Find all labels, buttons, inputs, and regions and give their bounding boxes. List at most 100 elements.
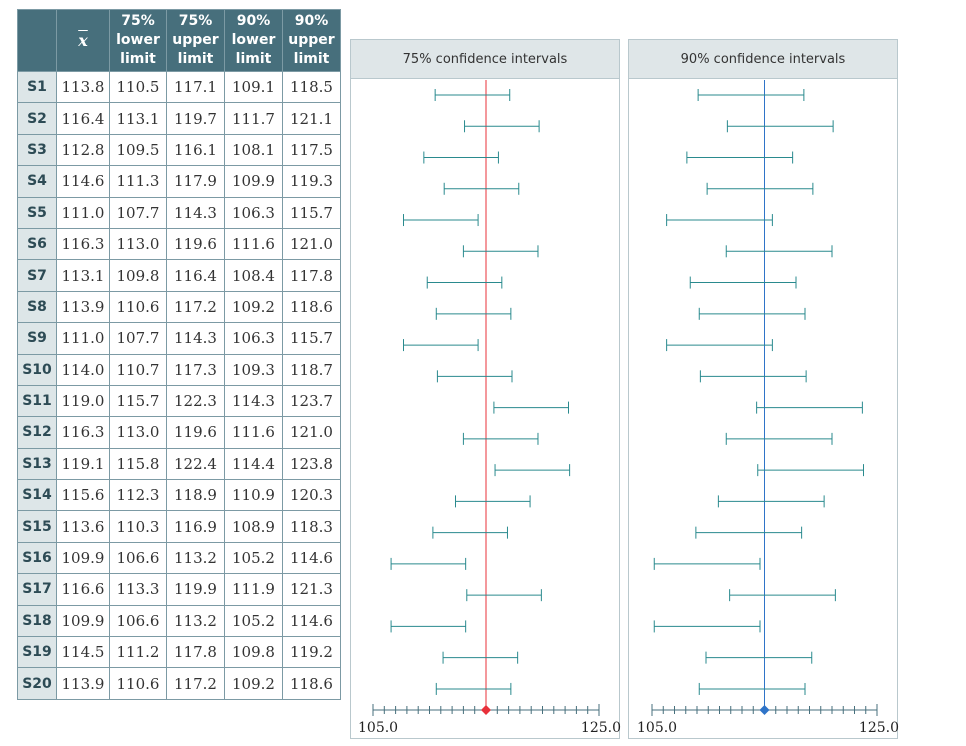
table-cell: 114.3 [166,322,225,355]
sample-label: S16 [17,541,57,575]
header-line: lower [116,32,160,48]
header-line: 90% [294,13,329,29]
table-cell: 113.9 [56,667,110,700]
sample-label: S15 [17,510,57,543]
sample-label: S10 [17,353,57,386]
table-cell: 116.9 [166,510,225,543]
table-cell: 122.4 [166,447,225,481]
sample-label: S6 [17,227,57,261]
table-cell: 113.8 [56,70,110,104]
panel-title: 90% confidence intervals [629,40,897,79]
table-cell: 109.2 [224,667,283,700]
sample-label: S4 [17,165,57,198]
table-row: S1 113.8 110.5 117.1 109.1 118.5 [17,70,341,104]
axis-max-label: 125.0 [581,720,621,736]
table-cell: 111.6 [224,227,283,261]
sample-label: S5 [17,196,57,229]
table-cell: 117.2 [166,667,225,700]
table-row: S19 114.5 111.2 117.8 109.8 119.2 [17,636,341,669]
table-cell: 121.3 [282,573,341,606]
sample-label: S20 [17,667,57,700]
table-cell: 114.4 [224,447,283,481]
panel-90: 90% confidence intervals [628,39,898,739]
table-cell: 108.4 [224,259,283,292]
table-cell: 118.9 [166,479,225,512]
table-cell: 113.2 [166,541,225,575]
table-row: S10 114.0 110.7 117.3 109.3 118.7 [17,353,341,386]
sample-label: S11 [17,384,57,418]
axis-min-label: 105.0 [358,720,398,736]
table-row: S16 109.9 106.6 113.2 105.2 114.6 [17,541,341,575]
mean-marker [481,705,491,715]
table-row: S3 112.8 109.5 116.1 108.1 117.5 [17,133,341,167]
data-table: x 75% lower limit 75% upper limit 90% lower limit… [17,9,341,700]
table-cell: 118.6 [282,290,341,324]
table-cell: 110.6 [109,667,167,700]
table-cell: 112.8 [56,133,110,167]
table-cell: 119.6 [166,416,225,449]
header-limit: 75% upper limit [166,9,225,72]
table-row: S14 115.6 112.3 118.9 110.9 120.3 [17,479,341,512]
table-row: S20 113.9 110.6 117.2 109.2 118.6 [17,667,341,700]
table-row: S4 114.6 111.3 117.9 109.9 119.3 [17,165,341,198]
table-cell: 109.8 [109,259,167,292]
header-line: upper [288,32,335,48]
table-cell: 123.8 [282,447,341,481]
table-cell: 106.6 [109,541,167,575]
table-cell: 110.3 [109,510,167,543]
table-cell: 116.6 [56,573,110,606]
sample-label: S2 [17,102,57,135]
table-cell: 115.7 [109,384,167,418]
table-cell: 111.0 [56,322,110,355]
table-cell: 112.3 [109,479,167,512]
table-row: S7 113.1 109.8 116.4 108.4 117.8 [17,259,341,292]
table-cell: 117.9 [166,165,225,198]
table-cell: 121.0 [282,416,341,449]
sample-label: S8 [17,290,57,324]
header-limit: 75% lower limit [109,9,167,72]
sample-label: S7 [17,259,57,292]
table-cell: 114.3 [224,384,283,418]
table-cell: 109.2 [224,290,283,324]
table-cell: 110.5 [109,70,167,104]
table-cell: 116.3 [56,416,110,449]
table-cell: 115.7 [282,196,341,229]
header-limit: 90% upper limit [282,9,341,72]
table-cell: 115.8 [109,447,167,481]
table-row: S8 113.9 110.6 117.2 109.2 118.6 [17,290,341,324]
header-line: upper [172,32,219,48]
table-cell: 114.5 [56,636,110,669]
table-cell: 113.6 [56,510,110,543]
table-cell: 121.1 [282,102,341,135]
panel-title: 75% confidence intervals [351,40,619,79]
table-cell: 113.1 [56,259,110,292]
table-cell: 105.2 [224,541,283,575]
table-row: S13 119.1 115.8 122.4 114.4 123.8 [17,447,341,481]
table-cell: 117.1 [166,70,225,104]
table-row: S9 111.0 107.7 114.3 106.3 115.7 [17,322,341,355]
panel-75: 75% confidence intervals [350,39,620,739]
axis-min-label: 105.0 [637,720,677,736]
table-cell: 105.2 [224,604,283,638]
table-cell: 114.6 [282,541,341,575]
sample-label: S18 [17,604,57,638]
table-cell: 111.0 [56,196,110,229]
table-cell: 109.8 [224,636,283,669]
table-cell: 106.6 [109,604,167,638]
header-line: 75% [121,13,155,29]
table-cell: 119.3 [282,165,341,198]
table-cell: 110.9 [224,479,283,512]
table-cell: 109.9 [56,541,110,575]
header-line: lower [231,32,276,48]
table-cell: 119.7 [166,102,225,135]
header-line: limit [120,51,156,67]
table-cell: 117.8 [282,259,341,292]
table-cell: 116.3 [56,227,110,261]
table-row: S11 119.0 115.7 122.3 114.3 123.7 [17,384,341,418]
table-row: S15 113.6 110.3 116.9 108.9 118.3 [17,510,341,543]
table-cell: 120.3 [282,479,341,512]
axis-max-label: 125.0 [859,720,899,736]
sample-label: S13 [17,447,57,481]
mean-marker [759,705,770,715]
